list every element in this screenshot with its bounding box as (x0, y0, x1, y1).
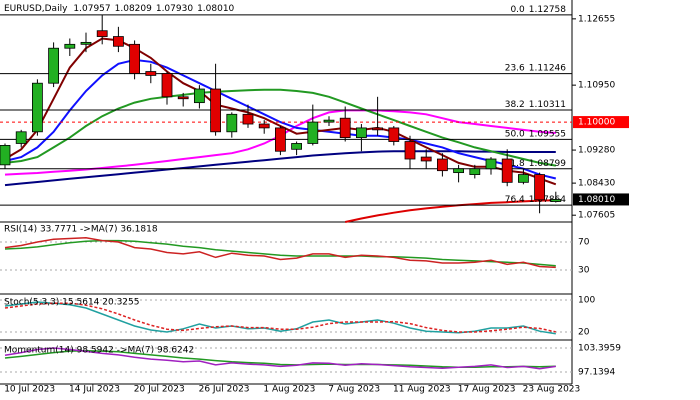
y-tick-label: 100 (578, 296, 595, 306)
chart-header: EURUSD,Daily 1.07957 1.08209 1.07930 1.08010 (4, 4, 235, 14)
candle-body (161, 73, 173, 98)
fib-label: 76.4 1.07864 (505, 195, 567, 205)
candle-body (242, 113, 254, 125)
x-tick-label: 14 Jul 2023 (69, 385, 120, 395)
fib-price: 1.08799 (529, 158, 566, 168)
candle-body (226, 113, 238, 133)
x-tick-label: 7 Aug 2023 (328, 385, 380, 395)
candle-body (518, 174, 529, 183)
x-tick-label: 20 Jul 2023 (134, 385, 185, 395)
marker-tag (573, 116, 629, 129)
x-tick-label: 1 Aug 2023 (263, 385, 315, 395)
candle-body (372, 127, 384, 131)
candle-body (339, 117, 351, 139)
ohlc-value: 1.07930 (156, 4, 193, 14)
candle-body (177, 96, 189, 100)
candle-body (0, 145, 11, 166)
indicator-line (4, 347, 556, 370)
candle-body (550, 199, 562, 202)
x-tick-label: 23 Aug 2023 (523, 385, 581, 395)
candle-body (534, 174, 545, 201)
y-tick-label: 1.09280 (578, 146, 615, 156)
fib-label: 23.6 1.11246 (505, 63, 567, 73)
candle-body (388, 127, 400, 142)
candle-body (501, 158, 513, 183)
last-price-label: 1.08010 (578, 195, 615, 205)
symbol: EURUSD,Daily (4, 4, 68, 14)
candle-body (258, 123, 270, 129)
x-tick-label: 11 Aug 2023 (393, 385, 451, 395)
fib-label: 61.8 1.08799 (505, 158, 567, 168)
fib-label: 50.0 1.09555 (505, 129, 566, 139)
y-tick-label: 1.07605 (578, 211, 615, 221)
fib-ratio: 38.2 (505, 99, 525, 109)
x-tick-label: 26 Jul 2023 (199, 385, 250, 395)
indicator-line (4, 301, 556, 335)
candle-body (404, 141, 416, 160)
ohlc-value: 1.08209 (115, 4, 152, 14)
x-tick-label: 17 Aug 2023 (458, 385, 516, 395)
ohlc-value: 1.07957 (73, 4, 110, 14)
indicator-line (4, 239, 556, 267)
y-tick-label: 30 (578, 266, 590, 276)
fib-ratio: 76.4 (505, 195, 525, 205)
fib-label: 38.2 1.10311 (505, 99, 566, 109)
candle-body (453, 168, 465, 174)
fib-price: 1.11246 (529, 63, 566, 73)
fib-price: 1.07864 (529, 195, 566, 205)
candle-body (193, 88, 205, 104)
candle-body (469, 168, 481, 175)
y-tick-label: 1.10950 (578, 81, 615, 91)
y-tick-label: 103.3959 (578, 343, 621, 353)
candle-body (291, 143, 303, 150)
x-tick-label: 10 Jul 2023 (4, 385, 55, 395)
ohlc-value: 1.08010 (197, 4, 234, 14)
marker-label: 1.10000 (578, 118, 615, 128)
candle-body (307, 121, 319, 144)
candle-body (48, 47, 59, 84)
candle-body (96, 30, 108, 37)
last-price-tag (573, 193, 629, 206)
y-tick-label: 1.12655 (578, 14, 615, 24)
candle-body (80, 41, 92, 45)
candle-body (420, 156, 432, 162)
fib-ratio: 23.6 (505, 63, 525, 73)
fib-price: 1.12758 (529, 4, 566, 14)
candle-body (145, 71, 157, 76)
candle-body (274, 127, 286, 152)
candle-body (113, 36, 124, 47)
candle-body (129, 43, 141, 74)
moving-average (4, 88, 556, 167)
y-tick-label: 1.08430 (578, 179, 615, 189)
fib-label: 0.0 1.12758 (510, 4, 566, 14)
moving-average (4, 150, 556, 187)
fib-ratio: 61.8 (505, 158, 525, 168)
y-tick-label: 20 (578, 328, 590, 338)
fib-price: 1.10311 (529, 99, 566, 109)
candle-body (32, 82, 43, 133)
y-tick-label: 70 (578, 238, 590, 248)
indicator-line (4, 302, 556, 333)
panel-title: Stoch(5,3,3) 15.5614 20.3255 (4, 298, 139, 308)
panel-title: Momentum(14) 98.5942 ->MA(7) 98.6242 (4, 346, 194, 356)
moving-average (344, 199, 556, 223)
candle-body (485, 158, 497, 170)
candle-body (355, 127, 367, 139)
candle-body (210, 88, 222, 133)
panel-title: RSI(14) 33.7771 ->MA(7) 36.1818 (4, 225, 158, 235)
candle-body (15, 131, 27, 144)
fib-price: 1.09555 (529, 129, 566, 139)
candle-body (64, 43, 76, 49)
indicator-line (4, 237, 556, 269)
candle-body (436, 158, 448, 172)
y-tick-label: 97.1394 (578, 367, 615, 377)
fib-ratio: 50.0 (505, 129, 525, 139)
candle-body (323, 119, 335, 123)
fib-ratio: 0.0 (510, 4, 525, 14)
moving-average (4, 58, 557, 180)
